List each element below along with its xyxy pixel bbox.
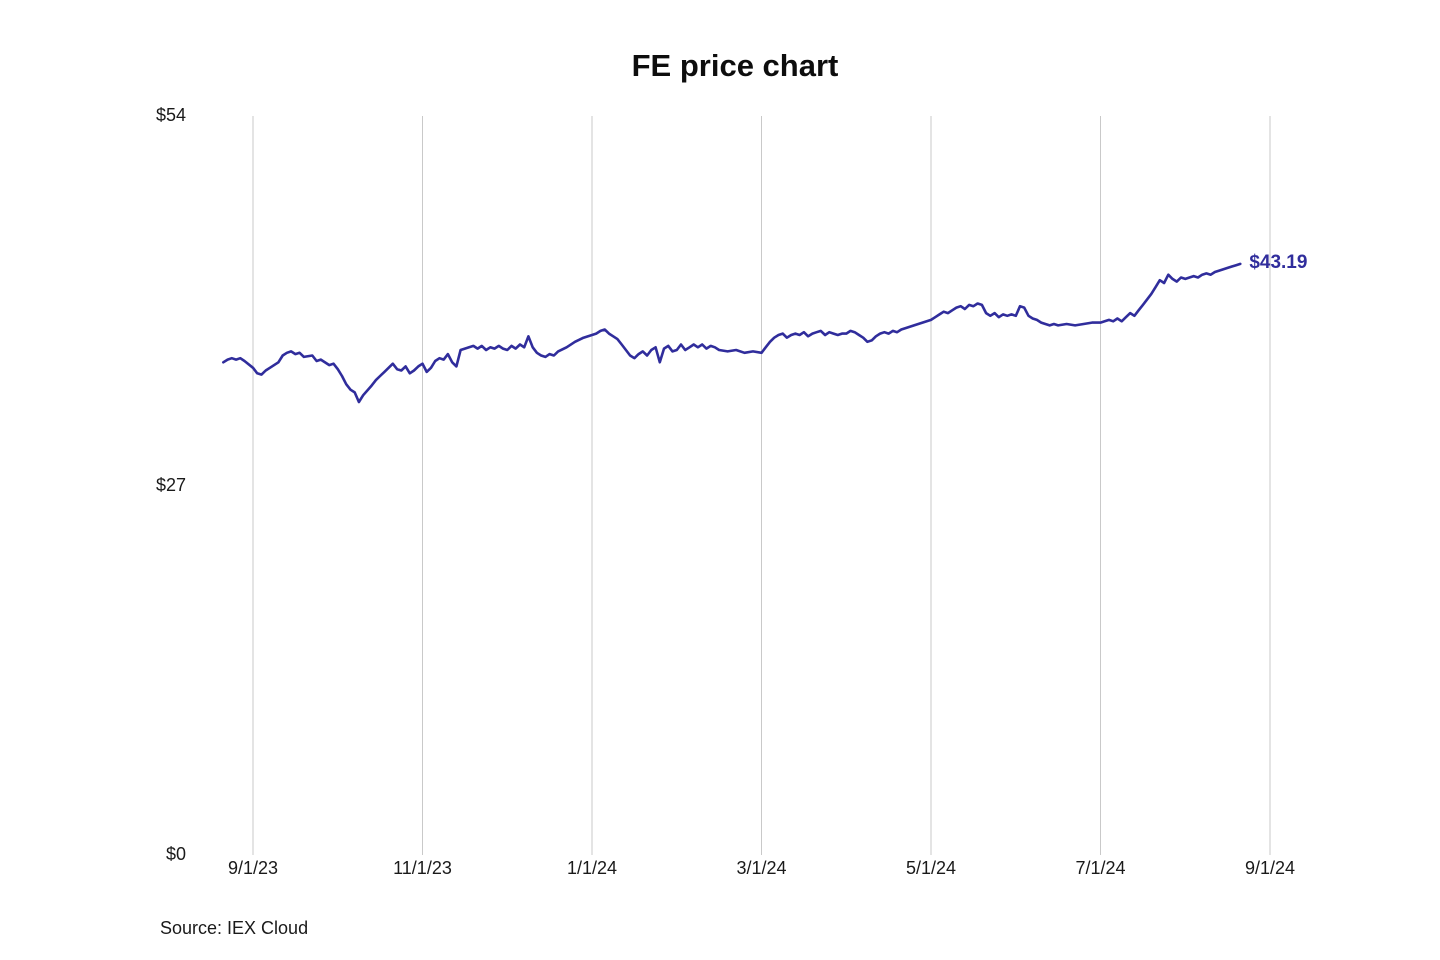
price-line-series bbox=[222, 262, 1242, 404]
y-axis-tick-label: $0 bbox=[165, 844, 186, 864]
y-axis-tick-label: $54 bbox=[155, 105, 186, 125]
x-axis-tick-label: 1/1/24 bbox=[566, 858, 618, 878]
x-axis-tick-label: 3/1/24 bbox=[736, 858, 787, 878]
chart-title: FE price chart bbox=[631, 48, 839, 83]
x-axis-tick-label: 9/1/23 bbox=[227, 858, 279, 878]
last-price-label: $43.19 bbox=[1249, 251, 1308, 273]
x-axis-tick-label: 5/1/24 bbox=[905, 858, 957, 878]
source-note: Source: IEX Cloud bbox=[160, 918, 309, 938]
x-axis-tick-label: 11/1/23 bbox=[393, 858, 452, 878]
x-axis-tick-label: 7/1/24 bbox=[1075, 858, 1126, 878]
y-axis-tick-label: $27 bbox=[155, 474, 186, 495]
x-axis-tick-label: 9/1/24 bbox=[1244, 858, 1296, 878]
